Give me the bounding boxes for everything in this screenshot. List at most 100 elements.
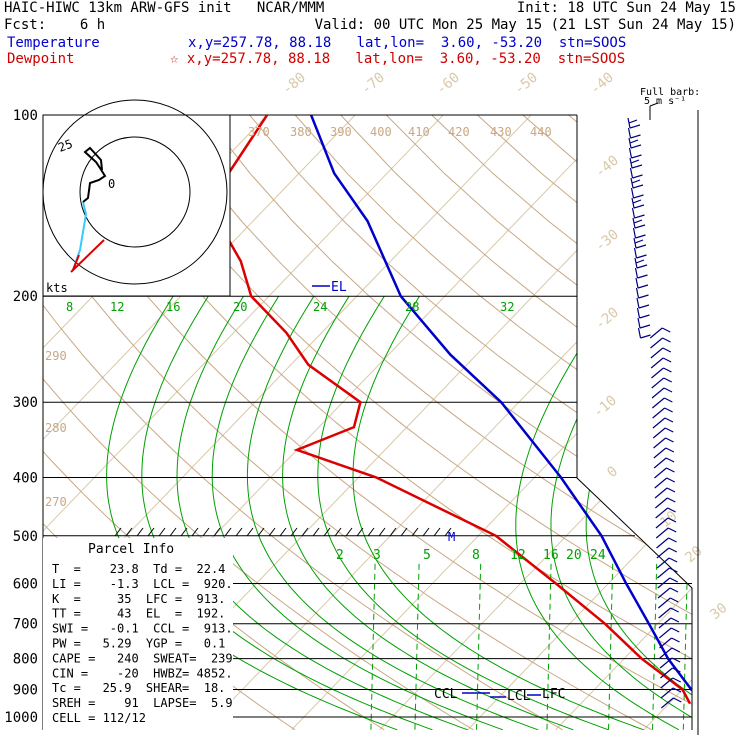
isotherm-label: -40 [592,153,622,182]
wind-barb-feather [670,597,679,603]
freezing-hash-mark [312,527,320,537]
wind-barb-staff [649,327,663,339]
wind-barb-staff [660,697,674,709]
wind-barb-staff [650,337,663,349]
freezing-hash-mark [213,527,221,537]
wind-barb-staff [660,687,674,699]
wind-barb-feather [670,627,680,633]
wind-barb-feather [671,657,681,663]
temperature-profile [309,115,692,705]
theta-label: 410 [408,125,430,139]
wind-barb-feather [670,607,679,613]
freezing-hash-mark [433,527,441,537]
barb-legend-flag [649,102,659,107]
wind-barb-staff [651,367,664,379]
wind-barb-staff [659,637,672,649]
theta-label: 380 [290,125,312,139]
moist-adiabat-line [246,295,539,730]
freezing-hash-mark [125,527,133,537]
mixing-ratio-line [370,560,376,730]
moist-adiabat-line [515,295,680,730]
isotherm-line [43,115,444,730]
wind-barb-staff [657,587,671,599]
wind-barb-feather [637,284,649,289]
wind-barb-feather [663,377,673,383]
wind-barb-staff [630,187,635,199]
temperature-location: x,y=257.78, 88.18 lat,lon= 3.60, -53.20 … [188,35,627,51]
wind-barb-feather [633,194,644,199]
freezing-hash-mark [334,527,342,537]
freezing-hash-mark [422,527,430,537]
wind-barb-staff [660,667,673,679]
freezing-hash-mark [301,527,309,537]
wind-barb-feather [631,179,641,184]
el-label: EL [331,280,347,295]
pressure-label: 200 [13,289,38,305]
hodograph-ring-label: 0 [108,177,115,191]
wind-barb-feather [634,239,644,244]
wind-barb-staff [658,617,672,629]
barb-legend-title: Full barb: [640,87,700,98]
moist-adiabat-label: 16 [166,300,180,314]
wind-barb-feather [662,347,672,353]
isotherm-line [203,115,692,730]
wind-barb-feather [670,617,680,623]
dry-adiabat-line [659,115,692,730]
wind-barb-feather [663,387,673,393]
wind-barb-feather [665,447,675,453]
dewpoint-profile [216,115,692,705]
isotherm-label: -30 [592,227,622,256]
wind-barb-feather [630,159,640,164]
wind-barb-feather [664,427,674,433]
freezing-hash-mark [202,527,210,537]
pressure-label: 100 [13,108,38,124]
wind-barb-staff [652,427,666,439]
dry-adiabat-line [66,115,692,730]
mixing-ratio-label: 3 [373,548,381,563]
wind-barb-feather [632,199,642,204]
parcel-info-row: SREH = 91 LAPSE= 5.9 [52,696,233,710]
wind-barb-staff [656,547,670,559]
theta-label: 430 [490,125,512,139]
freezing-hash-mark [389,527,397,537]
moist-adiabat-line [550,295,692,730]
wind-barb-feather [638,294,649,299]
freezing-hash-mark [367,527,375,537]
wind-barb-staff [659,657,673,669]
theta-label: 290 [45,349,67,363]
wind-barb-feather [672,667,681,673]
temperature-legend: Temperature [7,35,100,51]
freezing-hash-mark [411,527,419,537]
isotherm-line [555,115,692,730]
wind-barb-staff [654,487,668,499]
parcel-info-row: CAPE = 240 SWEAT= 239 [52,651,233,665]
dry-adiabat-line [294,115,692,730]
wind-barb-feather [666,487,676,493]
valid-time: Valid: 00 UTC Mon 25 May 15 (21 LST Sun … [314,17,736,33]
wind-barb-staff [660,677,674,689]
wind-barb-feather [672,687,682,693]
wind-barb-feather [668,537,677,543]
forecast-hour: Fcst: 6 h [4,17,106,33]
freezing-hash-mark [158,527,166,537]
freezing-hash-mark [378,527,386,537]
wind-barb-staff [637,327,642,339]
wind-barb-staff [658,607,672,619]
theta-label: 400 [370,125,392,139]
dry-adiabat-line [158,115,692,730]
wind-barb-feather [663,367,672,373]
wind-barb-feather [664,417,674,423]
wind-barb-feather [629,124,641,129]
pressure-label: 800 [13,652,38,668]
dry-adiabat-line [705,115,740,730]
parcel-info-row: T = 23.8 Td = 22.4 [52,562,225,576]
wind-barb-feather [669,567,678,573]
wind-barb-staff [632,227,637,239]
wind-barb-staff [636,307,641,319]
isotherm-label: 20 [682,543,705,566]
dewpoint-location: ☆ x,y=257.78, 88.18 lat,lon= 3.60, -53.2… [170,51,626,67]
dry-adiabat-line [431,115,692,730]
parcel-info-row: PW = 5.29 YGP = 0.1 [52,637,225,651]
hodograph-units: kts [46,281,68,295]
freezing-hash-mark [180,527,188,537]
